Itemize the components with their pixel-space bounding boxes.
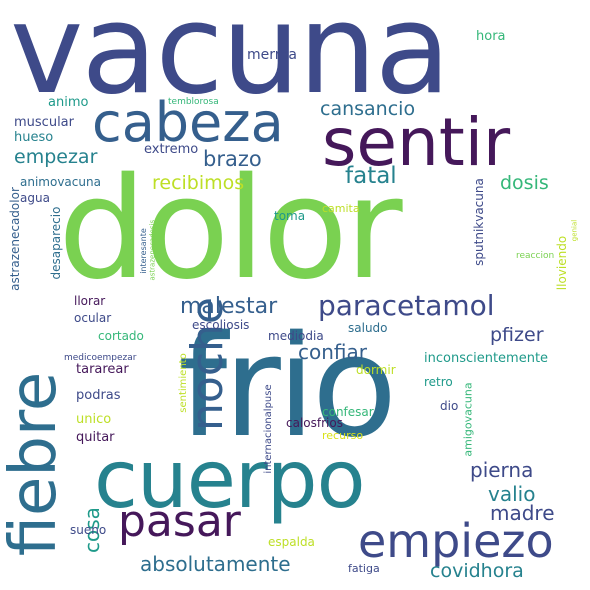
word-inconscientemente: inconscientemente (424, 351, 549, 366)
word-cansancio: cansancio (320, 98, 416, 120)
word-tararear: tararear (76, 362, 129, 377)
word-desaparecio: desaparecio (49, 206, 63, 280)
word-merma: merma (247, 47, 297, 63)
word-sputnikvacuna: sputnikvacuna (472, 178, 486, 266)
word-absolutamente: absolutamente (140, 552, 291, 576)
word-cortado: cortado (98, 329, 144, 343)
word-fatal: fatal (345, 163, 397, 189)
word-brazo: brazo (203, 147, 262, 171)
word-paracetamol: paracetamol (318, 289, 495, 322)
word-cabeza: cabeza (92, 91, 284, 154)
word-ocular: ocular (74, 311, 112, 325)
word-animo: animo (48, 95, 89, 110)
word-genial: genial (570, 219, 579, 242)
word-dormir: dormir (356, 363, 396, 377)
word-muscular: muscular (14, 115, 74, 130)
word-reaccion: reaccion (516, 251, 555, 261)
word-dolor: dolor (58, 148, 403, 311)
word-temblorosa: temblorosa (168, 97, 219, 107)
word-astrazenecadosis: astrazenecadosis (148, 219, 157, 281)
word-toma: toma (274, 209, 306, 223)
word-extremo: extremo (144, 142, 199, 157)
word-amigovacuna: amigovacuna (461, 382, 475, 457)
word-malestar: malestar (180, 294, 278, 319)
word-sentimiento: sentimiento (178, 353, 189, 413)
word-covidhora: covidhora (430, 560, 524, 582)
word-espalda: espalda (268, 535, 315, 549)
word-podras: podras (76, 388, 121, 403)
word-unico: unico (76, 412, 112, 427)
word-dio: dio (440, 399, 459, 413)
word-retro: retro (424, 375, 453, 389)
word-empiezo: empiezo (358, 514, 554, 568)
word-calosfrios: calosfrios (286, 416, 343, 430)
word-quitar: quitar (76, 430, 115, 445)
word-fatiga: fatiga (348, 562, 380, 575)
word-internacionalpuse: internacionalpuse (263, 384, 274, 474)
word-sentir: sentir (322, 104, 511, 181)
word-pierna: pierna (470, 458, 534, 482)
word-frio: frio (178, 306, 397, 469)
word-pfizer: pfizer (490, 324, 544, 346)
word-valio: valio (488, 482, 536, 506)
word-interesante: interesante (139, 228, 148, 274)
word-camita: camita (322, 202, 360, 215)
word-empezar: empezar (14, 146, 98, 168)
word-lloviendo: lloviendo (555, 235, 569, 291)
word-pasar: pasar (118, 496, 241, 547)
word-sueno: sueno (70, 523, 107, 537)
word-animovacuna: animovacuna (20, 175, 101, 189)
word-agua: agua (20, 191, 50, 205)
word-confiar: confiar (298, 340, 367, 364)
word-escoliosis: escoliosis (192, 318, 250, 332)
word-madre: madre (490, 501, 555, 525)
word-cuerpo: cuerpo (94, 433, 366, 526)
word-confesar: confesar (322, 405, 374, 419)
word-medicoempezar: medicoempezar (64, 353, 137, 363)
word-hora: hora (476, 29, 506, 44)
word-recibimos: recibimos (152, 172, 245, 194)
word-mediodia: mediodia (268, 329, 324, 343)
word-saludo: saludo (348, 321, 388, 335)
word-astrazenecadolor: astrazenecadolor (8, 187, 22, 291)
word-vacuna: vacuna (10, 0, 451, 122)
word-fiebre: fiebre (0, 371, 71, 557)
word-hueso: hueso (14, 130, 54, 145)
word-llorar: llorar (74, 294, 106, 308)
word-recurso: recurso (322, 429, 364, 442)
word-dosis: dosis (500, 172, 549, 194)
